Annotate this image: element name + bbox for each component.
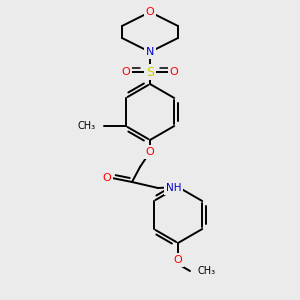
Text: CH₃: CH₃	[78, 121, 96, 131]
Text: CH₃: CH₃	[198, 266, 216, 276]
Text: S: S	[146, 65, 154, 79]
Text: O: O	[146, 147, 154, 157]
Text: O: O	[146, 7, 154, 17]
Text: O: O	[169, 67, 178, 77]
Text: O: O	[122, 67, 130, 77]
Text: NH: NH	[166, 183, 182, 193]
Text: O: O	[174, 255, 182, 265]
Text: N: N	[146, 47, 154, 57]
Text: O: O	[103, 173, 111, 183]
